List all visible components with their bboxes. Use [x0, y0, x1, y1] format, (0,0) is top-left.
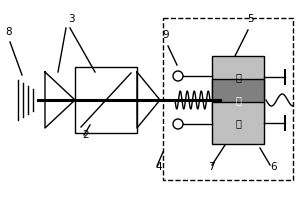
- Bar: [212, 56, 264, 98]
- Text: 7: 7: [208, 162, 214, 172]
- Text: 4: 4: [155, 162, 162, 172]
- Bar: [163, 18, 293, 180]
- Bar: [212, 102, 264, 144]
- Text: 源: 源: [235, 72, 241, 82]
- Text: 9: 9: [162, 30, 169, 40]
- Text: 6: 6: [270, 162, 277, 172]
- Bar: [212, 79, 264, 121]
- Text: 5: 5: [247, 14, 253, 24]
- Text: 2: 2: [82, 130, 88, 140]
- Text: 3: 3: [68, 14, 75, 24]
- Text: 8: 8: [5, 27, 12, 37]
- Text: 漏: 漏: [235, 118, 241, 128]
- Text: 栅: 栅: [235, 95, 241, 105]
- Bar: [75, 67, 137, 133]
